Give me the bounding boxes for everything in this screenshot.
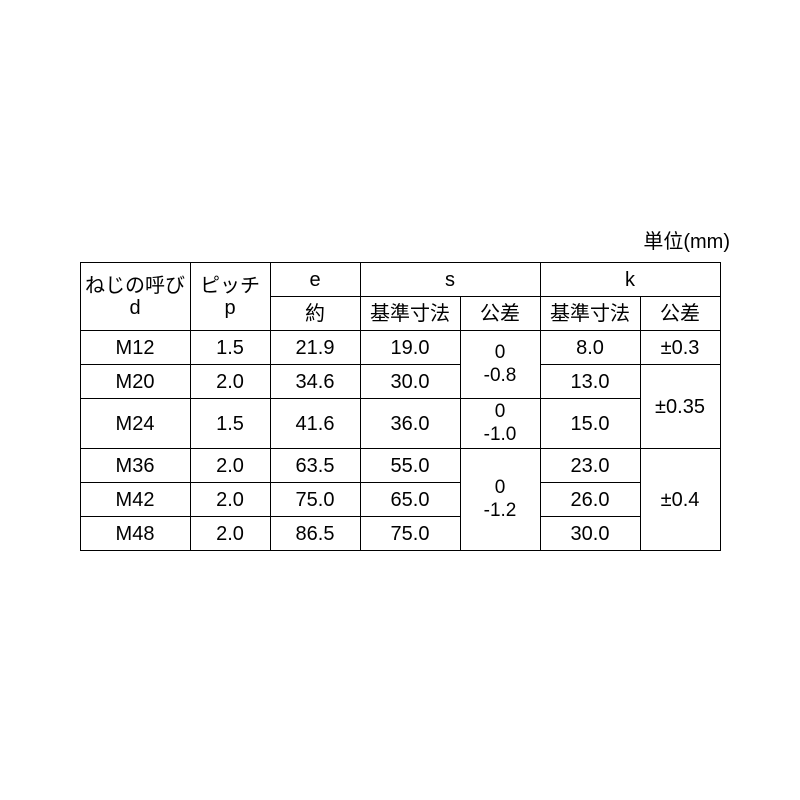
header-thread-sub: d bbox=[81, 297, 190, 319]
s-tol-b-bot: -1.0 bbox=[461, 424, 540, 447]
s-tol-c-bot: -1.2 bbox=[461, 500, 540, 523]
cell-k-tol-c: ±0.4 bbox=[640, 449, 720, 551]
cell-p: 2.0 bbox=[190, 517, 270, 551]
cell-e: 86.5 bbox=[270, 517, 360, 551]
s-tol-c-top: 0 bbox=[461, 477, 540, 500]
cell-k-tol-a: ±0.3 bbox=[640, 331, 720, 365]
cell-p: 1.5 bbox=[190, 331, 270, 365]
header-thread: ねじの呼び d bbox=[80, 263, 190, 331]
cell-p: 2.0 bbox=[190, 365, 270, 399]
cell-k: 15.0 bbox=[540, 399, 640, 449]
cell-s-tol-c: 0 -1.2 bbox=[460, 449, 540, 551]
cell-s: 36.0 bbox=[360, 399, 460, 449]
s-tol-a-bot: -0.8 bbox=[461, 365, 540, 388]
s-tol-a-top: 0 bbox=[461, 342, 540, 365]
header-s-tol: 公差 bbox=[460, 297, 540, 331]
page: 単位(mm) ねじの呼び d ピッチ p e s k 約 基準寸法 公差 基準寸… bbox=[0, 0, 800, 800]
header-k-tol: 公差 bbox=[640, 297, 720, 331]
cell-k: 8.0 bbox=[540, 331, 640, 365]
header-pitch-top: ピッチ bbox=[191, 275, 270, 297]
cell-d: M36 bbox=[80, 449, 190, 483]
cell-d: M20 bbox=[80, 365, 190, 399]
header-e: e bbox=[270, 263, 360, 297]
cell-p: 2.0 bbox=[190, 483, 270, 517]
cell-d: M48 bbox=[80, 517, 190, 551]
cell-p: 1.5 bbox=[190, 399, 270, 449]
header-s-ref: 基準寸法 bbox=[360, 297, 460, 331]
header-thread-top: ねじの呼び bbox=[81, 275, 190, 297]
cell-s-tol-a: 0 -0.8 bbox=[460, 331, 540, 399]
cell-e: 75.0 bbox=[270, 483, 360, 517]
cell-d: M42 bbox=[80, 483, 190, 517]
cell-d: M24 bbox=[80, 399, 190, 449]
cell-e: 63.5 bbox=[270, 449, 360, 483]
cell-s: 19.0 bbox=[360, 331, 460, 365]
cell-k-tol-b: ±0.35 bbox=[640, 365, 720, 449]
spec-table: ねじの呼び d ピッチ p e s k 約 基準寸法 公差 基準寸法 公差 M1… bbox=[80, 262, 721, 551]
header-pitch: ピッチ p bbox=[190, 263, 270, 331]
cell-s: 55.0 bbox=[360, 449, 460, 483]
cell-k: 30.0 bbox=[540, 517, 640, 551]
header-s: s bbox=[360, 263, 540, 297]
cell-k: 13.0 bbox=[540, 365, 640, 399]
header-pitch-sub: p bbox=[191, 297, 270, 319]
cell-s: 65.0 bbox=[360, 483, 460, 517]
cell-s: 75.0 bbox=[360, 517, 460, 551]
cell-p: 2.0 bbox=[190, 449, 270, 483]
header-k-ref: 基準寸法 bbox=[540, 297, 640, 331]
header-k: k bbox=[540, 263, 720, 297]
cell-k: 26.0 bbox=[540, 483, 640, 517]
s-tol-b-top: 0 bbox=[461, 401, 540, 424]
cell-s: 30.0 bbox=[360, 365, 460, 399]
cell-d: M12 bbox=[80, 331, 190, 365]
cell-e: 41.6 bbox=[270, 399, 360, 449]
header-e-sub: 約 bbox=[270, 297, 360, 331]
cell-e: 21.9 bbox=[270, 331, 360, 365]
cell-e: 34.6 bbox=[270, 365, 360, 399]
cell-k: 23.0 bbox=[540, 449, 640, 483]
cell-s-tol-b: 0 -1.0 bbox=[460, 399, 540, 449]
unit-label: 単位(mm) bbox=[0, 225, 800, 254]
